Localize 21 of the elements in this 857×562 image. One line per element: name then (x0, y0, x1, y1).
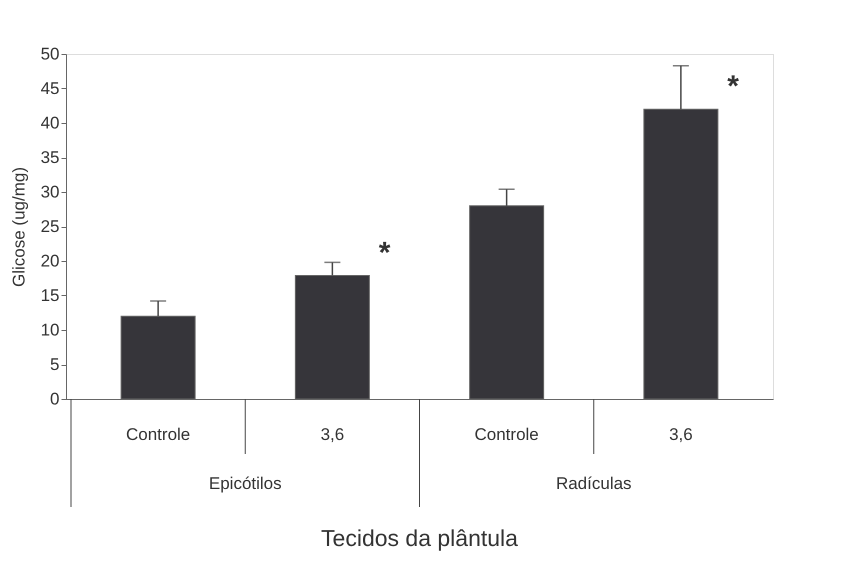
y-tick-label: 30 (40, 182, 60, 202)
y-tick-label: 5 (50, 355, 60, 374)
y-tick-label: 35 (40, 148, 60, 167)
y-tick-label: 40 (40, 114, 60, 132)
x-tick-label: 3,6 (669, 425, 693, 444)
y-tick-label: 10 (40, 320, 60, 340)
y-tick-label: 15 (40, 286, 60, 305)
y-tick-label: 50 (40, 44, 60, 64)
text: Radículas (556, 474, 632, 493)
annotation: * (727, 70, 740, 104)
x-axis-title: Tecidos da plântula (321, 525, 518, 551)
x-tick-label: 3,6 (320, 425, 344, 444)
y-tick-label: 0 (50, 390, 60, 408)
y-axis-title: Glicose (ug/mg) (10, 167, 29, 287)
y-tick-label: 25 (40, 217, 60, 236)
x-tick-label: Controle (474, 425, 539, 444)
annotation: * (378, 236, 391, 270)
x-tick-label: Controle (126, 425, 190, 444)
y-tick-label: 45 (40, 79, 60, 98)
text: Epicótilos (208, 474, 282, 493)
y-tick-label: 20 (40, 252, 60, 270)
